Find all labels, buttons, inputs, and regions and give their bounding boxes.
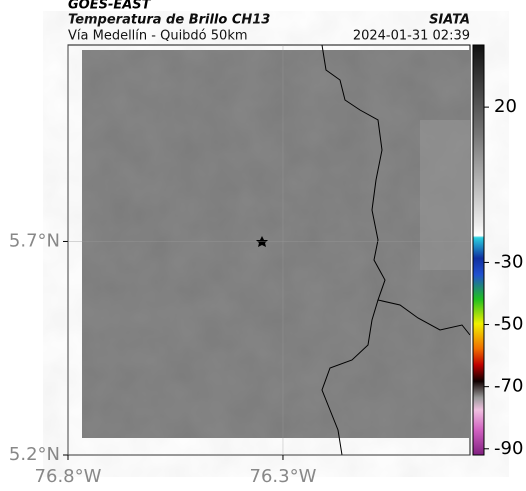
org: SIATA [429, 13, 470, 28]
lat-tick-label: 5.2°N [9, 444, 60, 465]
cloud-texture [82, 50, 470, 438]
colorbar-label: -70 [494, 376, 523, 397]
border [321, 44, 471, 336]
colorbar [472, 44, 485, 456]
colorbar-label: 20 [494, 96, 517, 117]
bright-patch [420, 120, 470, 270]
lon-tick-label: 76.3°W [250, 466, 317, 487]
region: Vía Medellín - Quibdó 50km [68, 29, 248, 44]
source: GOES-EAST [68, 0, 152, 13]
datetime: 2024-01-31 02:39 [353, 29, 470, 44]
colorbar-label: -90 [494, 438, 523, 459]
colorbar-label: -30 [494, 251, 523, 272]
lat-tick-label: 5.7°N [9, 230, 60, 251]
colorbar-label: -50 [494, 314, 523, 335]
product: Temperatura de Brillo CH13 [68, 13, 270, 28]
border [321, 299, 379, 456]
lon-tick-label: 76.8°W [35, 466, 102, 487]
